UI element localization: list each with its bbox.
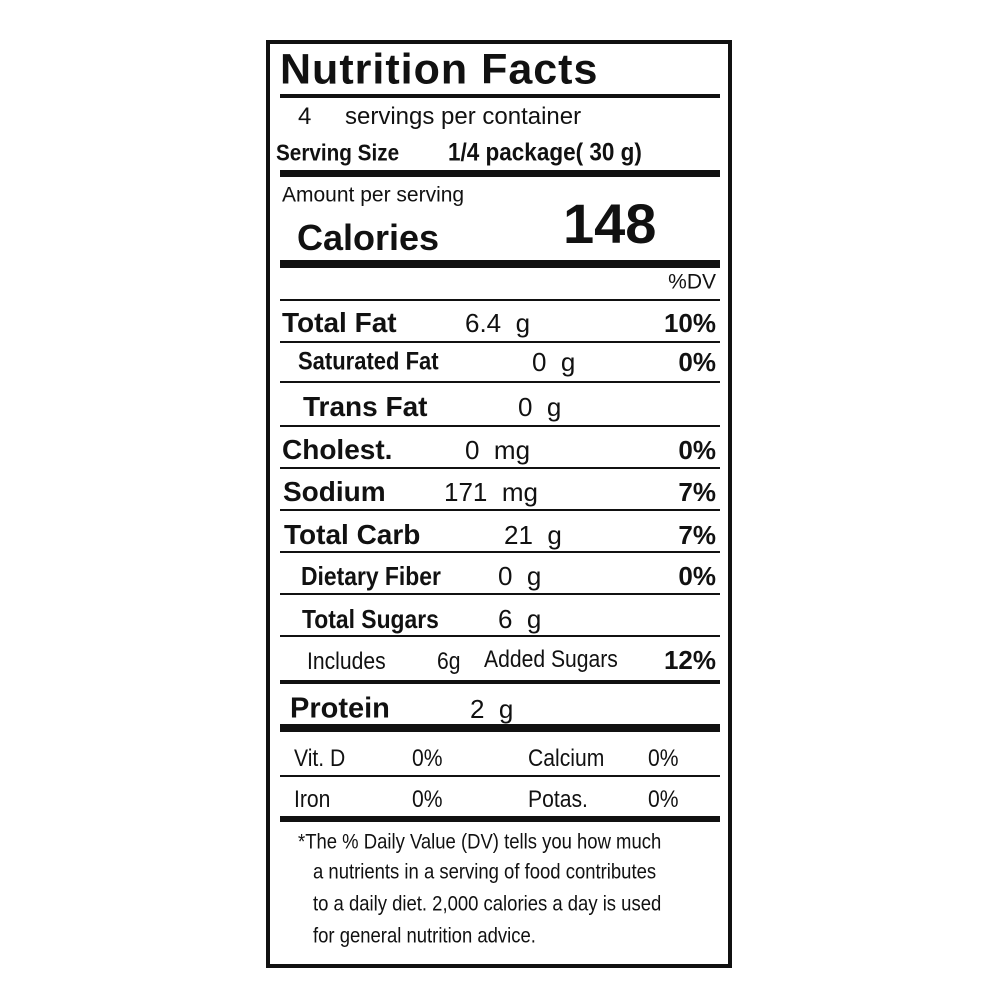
rule — [280, 169, 720, 177]
nutrient-name: Total Carb — [284, 519, 421, 550]
nutrient-dv: 0% — [678, 347, 716, 377]
rule — [280, 467, 720, 469]
calories-value: 148 — [563, 192, 657, 255]
servings-count: 4 — [298, 103, 312, 130]
nutrient-dv: 0% — [678, 435, 716, 465]
rule — [280, 724, 720, 732]
rule — [280, 425, 720, 427]
protein-name: Protein — [290, 692, 390, 725]
nutrient-amount: 21 g — [504, 520, 562, 550]
servings-text: servings per container — [345, 103, 582, 130]
vitamin-dv: 0% — [412, 745, 443, 772]
nutrient-amount: 0 g — [518, 392, 562, 422]
footnote-line: *The % Daily Value (DV) tells you how mu… — [298, 830, 662, 854]
rule — [280, 94, 720, 98]
added-sugars-amount: 6g — [437, 648, 461, 675]
nutrient-amount: 0 g — [498, 561, 542, 591]
rule — [280, 381, 720, 383]
nutrient-dv: 10% — [663, 308, 716, 338]
rule — [280, 551, 720, 553]
rule — [280, 680, 720, 684]
nutrient-dv: 0% — [678, 561, 716, 591]
vitamin-dv: 0% — [648, 745, 679, 772]
footnote-line: to a daily diet. 2,000 calories a day is… — [313, 892, 662, 916]
nutrient-name: Trans Fat — [303, 391, 428, 422]
serving-size-label: Serving Size — [276, 139, 400, 166]
footnote-line: for general nutrition advice. — [313, 924, 536, 948]
vitamin-name: Iron — [294, 786, 331, 813]
rule — [280, 635, 720, 637]
vitamin-name: Calcium — [528, 745, 605, 772]
rule — [280, 593, 720, 595]
amount-per-serving: Amount per serving — [282, 183, 465, 207]
vitamin-dv: 0% — [412, 786, 443, 813]
serving-size-value: 1/4 package( 30 g) — [448, 138, 642, 167]
nutrient-name: Cholest. — [282, 434, 393, 465]
protein-amount: 2 g — [470, 694, 514, 724]
nutrient-name: Total Sugars — [302, 604, 439, 634]
nutrient-name: Total Fat — [282, 307, 397, 338]
nutrient-name: Dietary Fiber — [301, 561, 441, 591]
footnote-line: a nutrients in a serving of food contrib… — [313, 860, 657, 884]
rule — [280, 299, 720, 301]
vitamin-name: Potas. — [528, 786, 588, 813]
added-sugars-prefix: Includes — [307, 648, 386, 675]
nutrient-name: Saturated Fat — [298, 347, 439, 376]
vitamin-name: Vit. D — [294, 745, 346, 772]
nutrient-dv: 7% — [678, 520, 716, 550]
rule — [280, 816, 720, 822]
vitamin-dv: 0% — [648, 786, 679, 813]
rule — [280, 341, 720, 343]
rule — [280, 509, 720, 511]
nutrient-name: Sodium — [283, 476, 386, 507]
added-sugars-dv: 12% — [663, 645, 716, 675]
nutrition-label: Nutrition Facts 4 servings per container Se… — [266, 40, 732, 968]
calories-label: Calories — [297, 217, 440, 258]
nutrient-amount: 0 g — [532, 347, 576, 377]
nutrient-amount: 6.4 g — [465, 308, 531, 338]
nutrient-amount: 6 g — [498, 604, 542, 634]
nutrient-amount: 171 mg — [444, 477, 538, 507]
rule — [280, 775, 720, 777]
nutrient-amount: 0 mg — [465, 435, 531, 465]
nutrient-dv: 7% — [678, 477, 716, 507]
added-sugars-name: Added Sugars — [484, 646, 618, 673]
dv-header: %DV — [668, 270, 716, 294]
rule — [280, 260, 720, 268]
title: Nutrition Facts — [280, 45, 599, 94]
